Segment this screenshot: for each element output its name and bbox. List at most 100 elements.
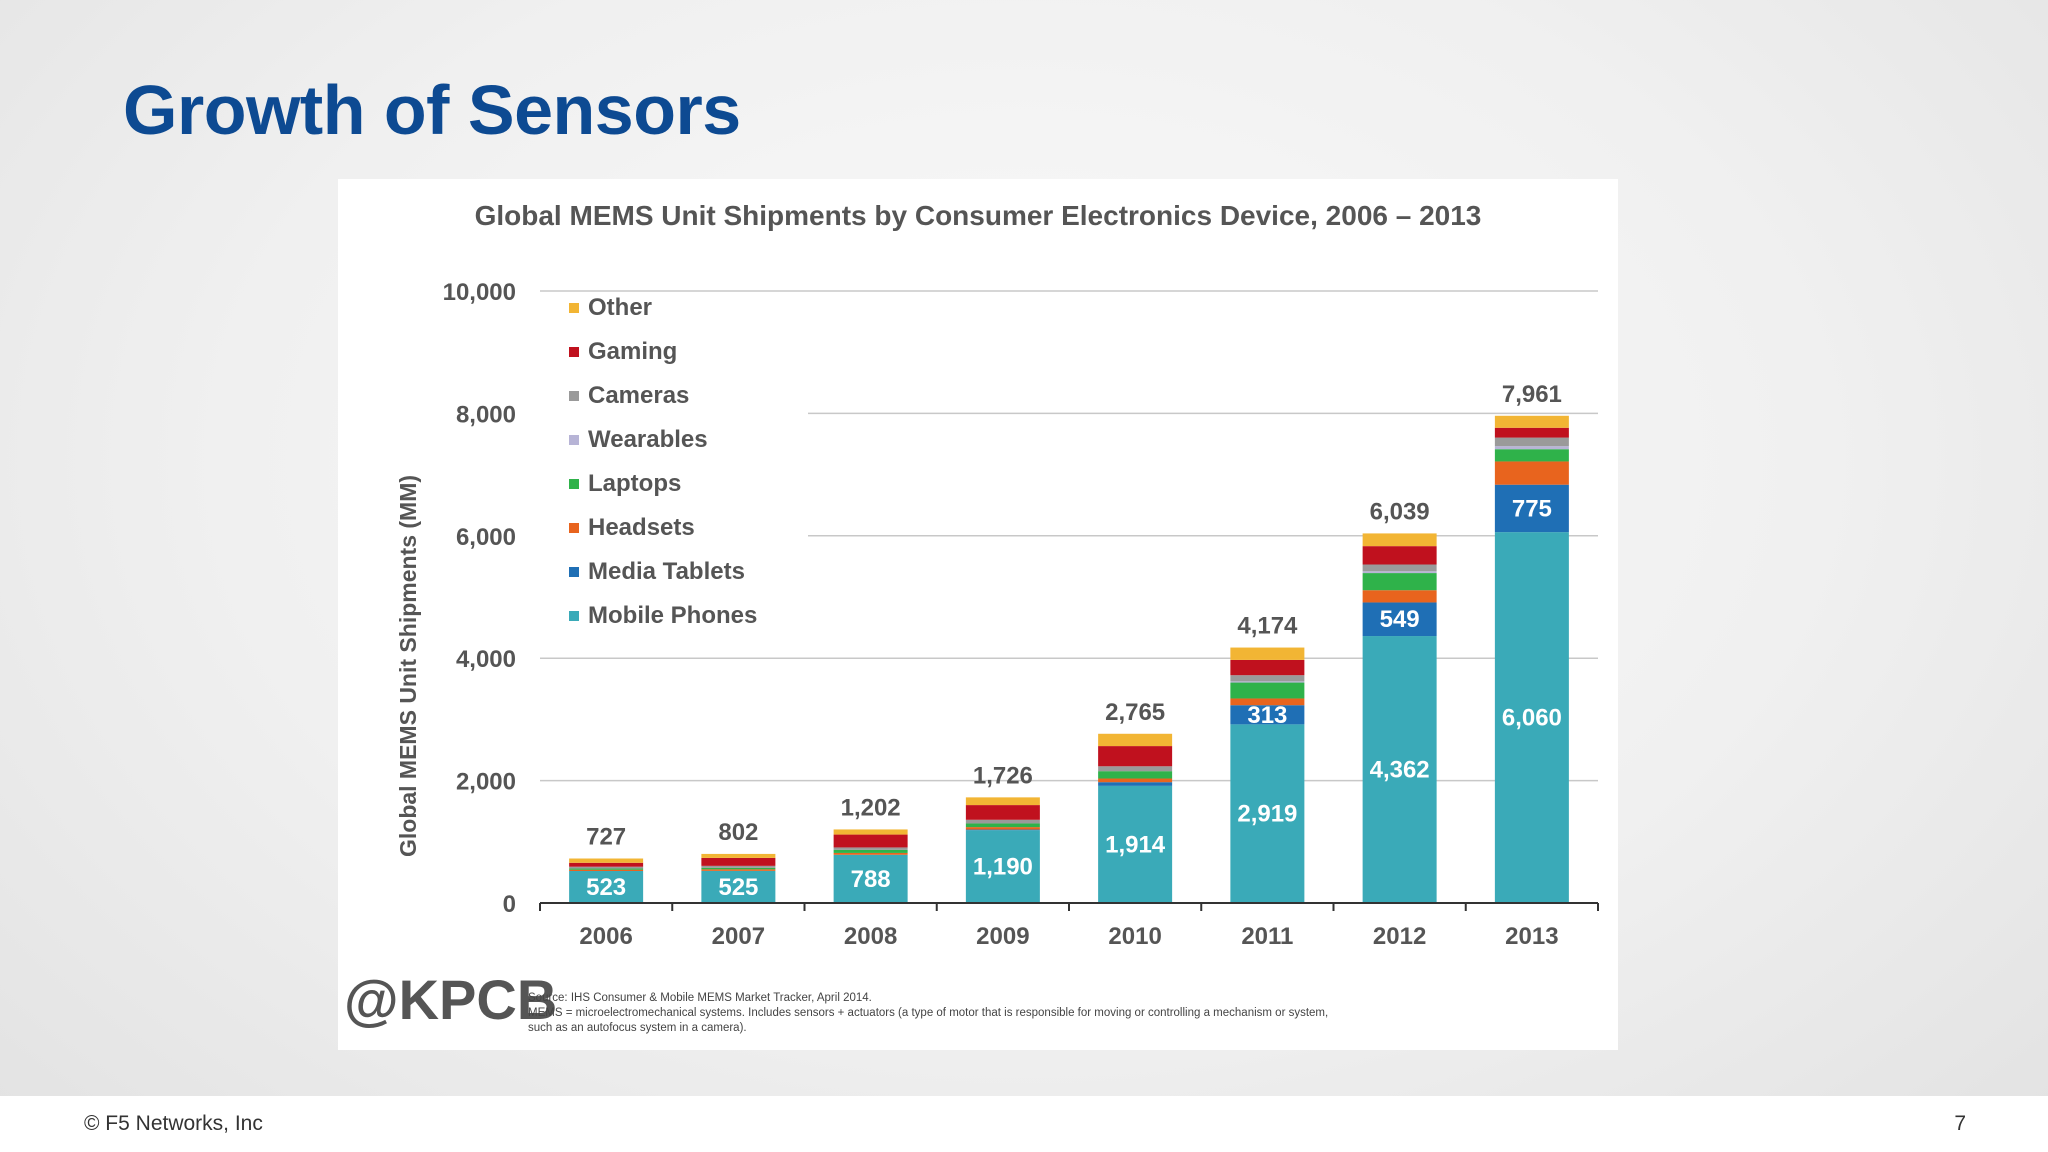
legend-swatch (569, 479, 579, 489)
x-tick-label: 2013 (1505, 923, 1558, 950)
bar-segment (1230, 681, 1305, 683)
segment-value-label: 6,060 (1502, 705, 1562, 732)
bar-segment (965, 829, 1040, 831)
segment-value-label: 523 (586, 874, 626, 901)
bar-segment (1230, 647, 1305, 660)
legend-label: Gaming (588, 338, 677, 365)
segment-value-label: 525 (718, 874, 758, 901)
legend-swatch (569, 435, 579, 445)
legend-label: Other (588, 294, 652, 321)
chart-panel: Global MEMS Unit Shipments by Consumer E… (338, 179, 1618, 1050)
bar-segment (1230, 682, 1305, 699)
legend-label: Cameras (588, 382, 689, 409)
y-tick-label: 0 (503, 891, 516, 918)
legend-swatch (569, 303, 579, 313)
bar-segment (833, 854, 908, 903)
bar-segment (1098, 782, 1173, 786)
bar-total-label: 1,726 (973, 762, 1033, 789)
x-tick-label: 2008 (844, 923, 897, 950)
bar-segment (1494, 461, 1569, 485)
bar-segment (833, 849, 908, 853)
x-tick-label: 2011 (1241, 923, 1293, 950)
bar-total-label: 4,174 (1237, 613, 1298, 640)
bar-segment (1362, 546, 1437, 565)
y-tick-label: 8,000 (456, 401, 516, 428)
x-tick-label: 2007 (712, 923, 765, 950)
bar-total-label: 1,202 (841, 794, 901, 821)
legend-label: Media Tablets (588, 558, 745, 585)
slide-title: Growth of Sensors (123, 71, 741, 149)
y-tick-label: 4,000 (456, 646, 516, 673)
legend: Other Gaming Cameras Wearables Laptops Headse… (569, 294, 757, 629)
bar-segment (1230, 659, 1305, 676)
segment-value-label: 1,190 (973, 854, 1033, 881)
bar-segment (569, 862, 644, 867)
bar-segment (701, 867, 776, 870)
bar-segment (1098, 733, 1173, 747)
mems-shipments-chart: Global MEMS Unit Shipments by Consumer E… (344, 200, 1599, 1034)
footer-bar (0, 1096, 2048, 1152)
bar-segment (1230, 698, 1305, 706)
segment-value-label: 4,362 (1370, 757, 1430, 784)
bar-segment (965, 819, 1040, 824)
bar-segment (1494, 446, 1569, 450)
bar-segment (1098, 746, 1173, 767)
source-line-1: Source: IHS Consumer & Mobile MEMS Marke… (528, 992, 872, 1004)
bar-segment (1494, 437, 1569, 447)
chart-title: Global MEMS Unit Shipments by Consumer E… (475, 200, 1482, 231)
legend-swatch (569, 391, 579, 401)
bar-segment (1230, 724, 1305, 903)
bar-segment (569, 868, 644, 870)
x-tick-label: 2012 (1373, 923, 1426, 950)
source-line-3: such as an autofocus system in a camera)… (528, 1022, 747, 1034)
segment-value-label: 1,914 (1105, 831, 1166, 858)
segment-value-label: 549 (1380, 606, 1420, 633)
bar-segment (1362, 573, 1437, 591)
legend-label: Wearables (588, 426, 708, 453)
bar-segment (965, 830, 1040, 903)
x-tick-label: 2009 (976, 923, 1029, 950)
legend-swatch (569, 567, 579, 577)
bar-segment (701, 853, 776, 858)
bars: 523 727 525 802 788 1,202 1,190 1,726 1,914 2,765… (569, 381, 1569, 903)
bar-segment (965, 827, 1040, 830)
x-tick-label: 2006 (579, 923, 632, 950)
segment-value-label: 313 (1247, 702, 1287, 729)
bar-segment (569, 858, 644, 863)
bar-segment (833, 852, 908, 855)
bar-segment (1362, 571, 1437, 574)
bar-total-label: 802 (718, 819, 758, 846)
bar-segment (701, 857, 776, 866)
bar-segment (1362, 590, 1437, 603)
gridlines: 0 2,000 4,000 6,000 8,000 10,000 (443, 279, 1598, 918)
legend-label: Headsets (588, 514, 695, 541)
bar-segment (965, 823, 1040, 828)
segment-value-label: 788 (851, 866, 891, 893)
bar-segment (569, 866, 644, 869)
bar-segment (833, 847, 908, 850)
legend-swatch (569, 523, 579, 533)
footer-copyright: © F5 Networks, Inc (84, 1112, 263, 1135)
bar-segment (1362, 636, 1437, 903)
bar-total-label: 727 (586, 824, 626, 851)
bar-segment (1494, 449, 1569, 462)
legend-swatch (569, 611, 579, 621)
y-tick-label: 6,000 (456, 524, 516, 551)
bar-segment (701, 869, 776, 871)
bar-segment (1362, 602, 1437, 637)
bar-segment (833, 834, 908, 848)
bar-segment (701, 865, 776, 868)
source-line-2: MEMS = microelectromechanical systems. I… (528, 1007, 1328, 1019)
legend-label: Mobile Phones (588, 602, 757, 629)
bar-segment (1230, 705, 1305, 725)
bar-total-label: 7,961 (1502, 381, 1562, 408)
bar-segment (965, 805, 1040, 820)
bar-segment (1362, 533, 1437, 547)
bar-total-label: 2,765 (1105, 699, 1165, 726)
bar-segment (1494, 532, 1569, 903)
bar-segment (1098, 766, 1173, 772)
bar-segment (1362, 564, 1437, 572)
x-tick-label: 2010 (1108, 923, 1161, 950)
legend-label: Laptops (588, 470, 681, 497)
bar-segment (1098, 771, 1173, 779)
